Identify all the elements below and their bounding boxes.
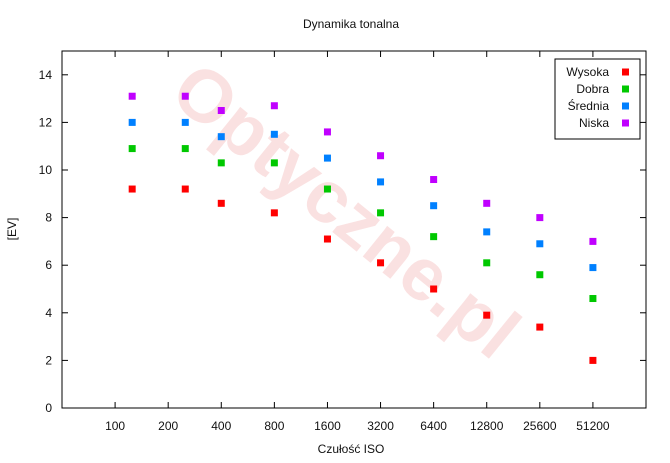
data-point bbox=[536, 323, 544, 331]
x-tick-label: 12800 bbox=[470, 419, 504, 433]
y-tick-label: 6 bbox=[45, 258, 52, 272]
data-point bbox=[181, 185, 189, 193]
x-tick-label: 400 bbox=[211, 419, 231, 433]
data-point bbox=[128, 185, 136, 193]
y-tick-label: 12 bbox=[39, 115, 53, 129]
x-axis: 100 200 400 800 1600 3200 6400 12800 25600 51200 bbox=[105, 51, 610, 433]
y-axis: 0 2 4 6 8 10 12 14 bbox=[39, 68, 646, 415]
x-tick-label: 3200 bbox=[367, 419, 394, 433]
data-point bbox=[377, 152, 385, 160]
data-point bbox=[181, 118, 189, 126]
data-point bbox=[483, 228, 491, 236]
data-point bbox=[377, 209, 385, 217]
data-point bbox=[483, 199, 491, 207]
data-point bbox=[377, 178, 385, 186]
data-point bbox=[536, 240, 544, 248]
series-wysoka bbox=[128, 185, 597, 364]
data-point bbox=[483, 259, 491, 267]
legend-label: Średnia bbox=[568, 98, 610, 113]
data-point bbox=[181, 92, 189, 100]
data-point bbox=[270, 130, 278, 138]
data-point bbox=[217, 199, 225, 207]
chart-title: Dynamika tonalna bbox=[303, 17, 399, 31]
x-tick-label: 100 bbox=[105, 419, 125, 433]
data-point bbox=[128, 145, 136, 153]
legend-label: Niska bbox=[579, 116, 609, 130]
data-point bbox=[323, 235, 331, 243]
data-point bbox=[589, 264, 597, 272]
y-tick-label: 14 bbox=[39, 68, 53, 82]
legend-marker bbox=[622, 68, 629, 76]
data-point bbox=[128, 92, 136, 100]
y-axis-label: [EV] bbox=[5, 218, 19, 241]
legend: Wysoka Dobra Średnia Niska bbox=[554, 58, 641, 140]
data-point bbox=[217, 107, 225, 114]
x-tick-label: 25600 bbox=[523, 419, 557, 433]
x-tick-label: 800 bbox=[264, 419, 284, 433]
data-point bbox=[483, 311, 491, 319]
y-tick-label: 4 bbox=[45, 306, 52, 320]
series-średnia bbox=[128, 118, 597, 272]
x-axis-label: Czułość ISO bbox=[318, 442, 385, 456]
y-tick-label: 10 bbox=[39, 163, 53, 177]
data-point bbox=[323, 185, 331, 193]
data-point bbox=[377, 259, 385, 267]
series-dobra bbox=[128, 145, 597, 303]
data-point bbox=[589, 356, 597, 364]
plot-area bbox=[61, 50, 647, 409]
legend-marker bbox=[622, 85, 629, 93]
legend-marker bbox=[622, 119, 629, 127]
data-points bbox=[128, 92, 597, 364]
series-niska bbox=[128, 92, 597, 245]
data-point bbox=[589, 237, 597, 245]
data-point bbox=[128, 118, 136, 126]
x-tick-label: 51200 bbox=[576, 419, 610, 433]
data-point bbox=[589, 295, 597, 303]
legend-label: Dobra bbox=[576, 82, 609, 96]
data-point bbox=[430, 285, 438, 293]
y-tick-label: 0 bbox=[45, 401, 52, 415]
x-tick-label: 6400 bbox=[420, 419, 447, 433]
x-tick-label: 1600 bbox=[314, 419, 341, 433]
data-point bbox=[181, 145, 189, 153]
data-point bbox=[430, 176, 438, 184]
data-point bbox=[270, 209, 278, 217]
data-point bbox=[430, 233, 438, 241]
y-tick-label: 8 bbox=[45, 211, 52, 225]
data-point bbox=[217, 133, 225, 141]
x-tick-label: 200 bbox=[158, 419, 178, 433]
data-point bbox=[270, 102, 278, 110]
data-point bbox=[217, 159, 225, 167]
data-point bbox=[323, 154, 331, 162]
data-point bbox=[430, 202, 438, 210]
y-tick-label: 2 bbox=[45, 353, 52, 367]
legend-label: Wysoka bbox=[566, 65, 609, 79]
watermark: Optyczne.pl bbox=[157, 46, 535, 374]
data-point bbox=[323, 128, 331, 136]
data-point bbox=[536, 214, 544, 222]
data-point bbox=[270, 159, 278, 167]
legend-marker bbox=[622, 102, 629, 110]
data-point bbox=[536, 271, 544, 279]
